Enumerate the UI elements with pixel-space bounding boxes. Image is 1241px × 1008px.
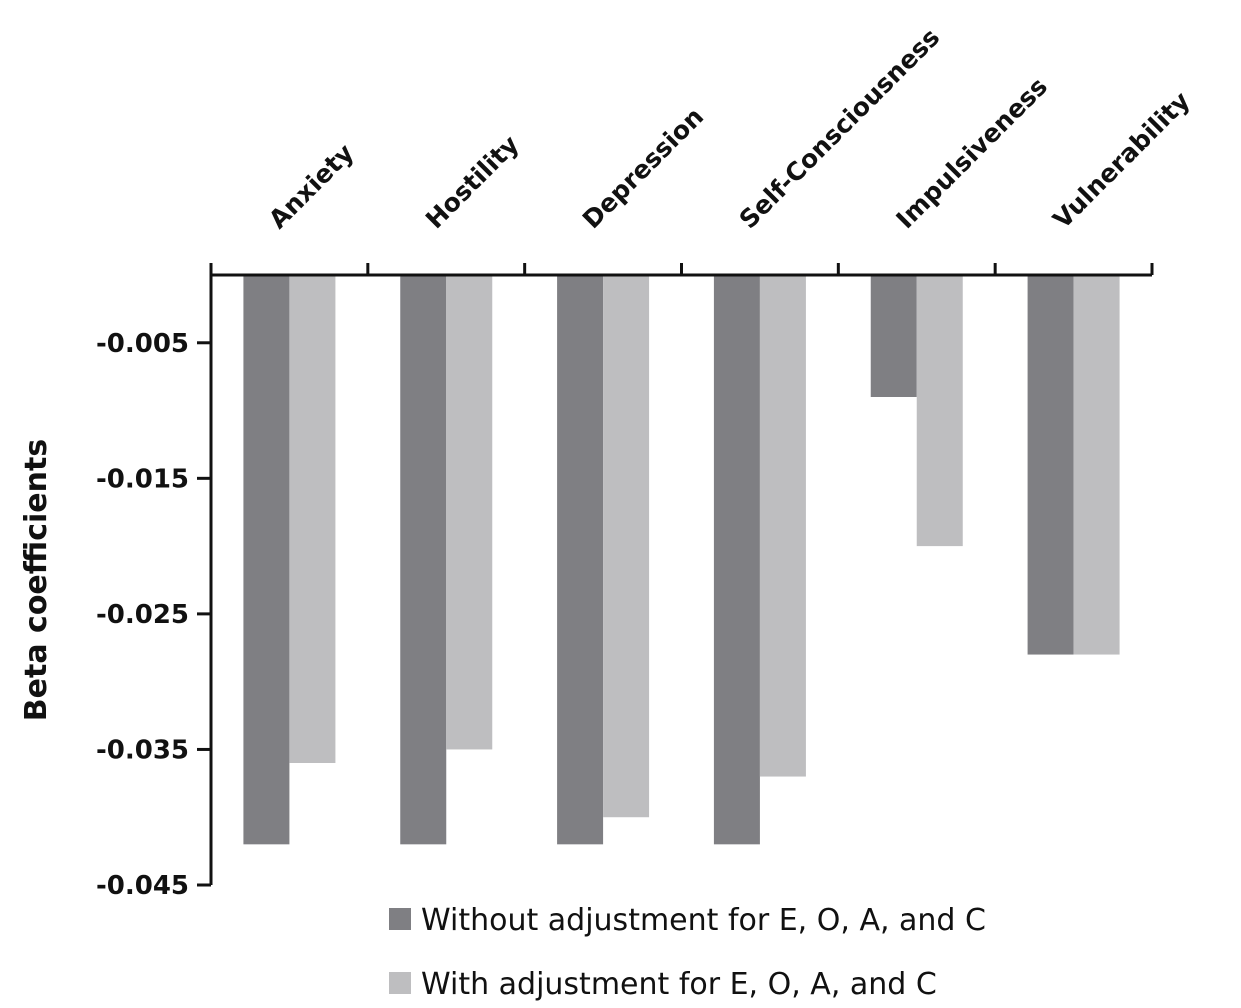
bar-without-adjustment-self-consciousness xyxy=(713,275,760,845)
category-label-hostility: Hostility xyxy=(420,130,525,235)
axes-group xyxy=(209,273,1152,885)
legend-swatch xyxy=(389,908,411,930)
legend-swatch xyxy=(389,972,411,994)
bar-without-adjustment-vulnerability xyxy=(1027,275,1074,655)
legend-label: With adjustment for E, O, A, and C xyxy=(421,967,937,1002)
bar-with-adjustment-anxiety xyxy=(289,275,336,763)
bar-without-adjustment-hostility xyxy=(400,275,447,845)
category-label-anxiety: Anxiety xyxy=(263,138,359,234)
category-label-vulnerability: Vulnerability xyxy=(1047,86,1195,234)
y-tick-label: -0.045 xyxy=(96,871,189,901)
y-axis-title: Beta coefficients xyxy=(19,439,54,721)
bars-group xyxy=(243,275,1120,845)
bar-with-adjustment-hostility xyxy=(446,275,493,750)
legend-label: Without adjustment for E, O, A, and C xyxy=(421,903,986,938)
bar-with-adjustment-impulsiveness xyxy=(916,275,963,547)
category-label-impulsiveness: Impulsiveness xyxy=(890,72,1053,235)
bar-without-adjustment-impulsiveness xyxy=(870,275,917,397)
bar-with-adjustment-vulnerability xyxy=(1073,275,1120,655)
bar-with-adjustment-depression xyxy=(603,275,650,818)
legend: Without adjustment for E, O, A, and C Wit… xyxy=(389,903,986,1002)
x-ticks-group xyxy=(209,263,1154,275)
y-ticks-group: -0.005 -0.015 -0.025 -0.035 -0.045 xyxy=(96,329,211,901)
y-tick-label: -0.035 xyxy=(96,735,189,765)
category-label-depression: Depression xyxy=(577,102,709,234)
y-tick-label: -0.025 xyxy=(96,600,189,630)
y-tick-label: -0.015 xyxy=(96,464,189,494)
y-tick-label: -0.005 xyxy=(96,329,189,359)
bar-without-adjustment-depression xyxy=(557,275,604,845)
category-labels-group: Anxiety Hostility Depression Self-Conscious… xyxy=(263,23,1195,235)
bar-without-adjustment-anxiety xyxy=(243,275,290,845)
bar-with-adjustment-self-consciousness xyxy=(759,275,806,777)
